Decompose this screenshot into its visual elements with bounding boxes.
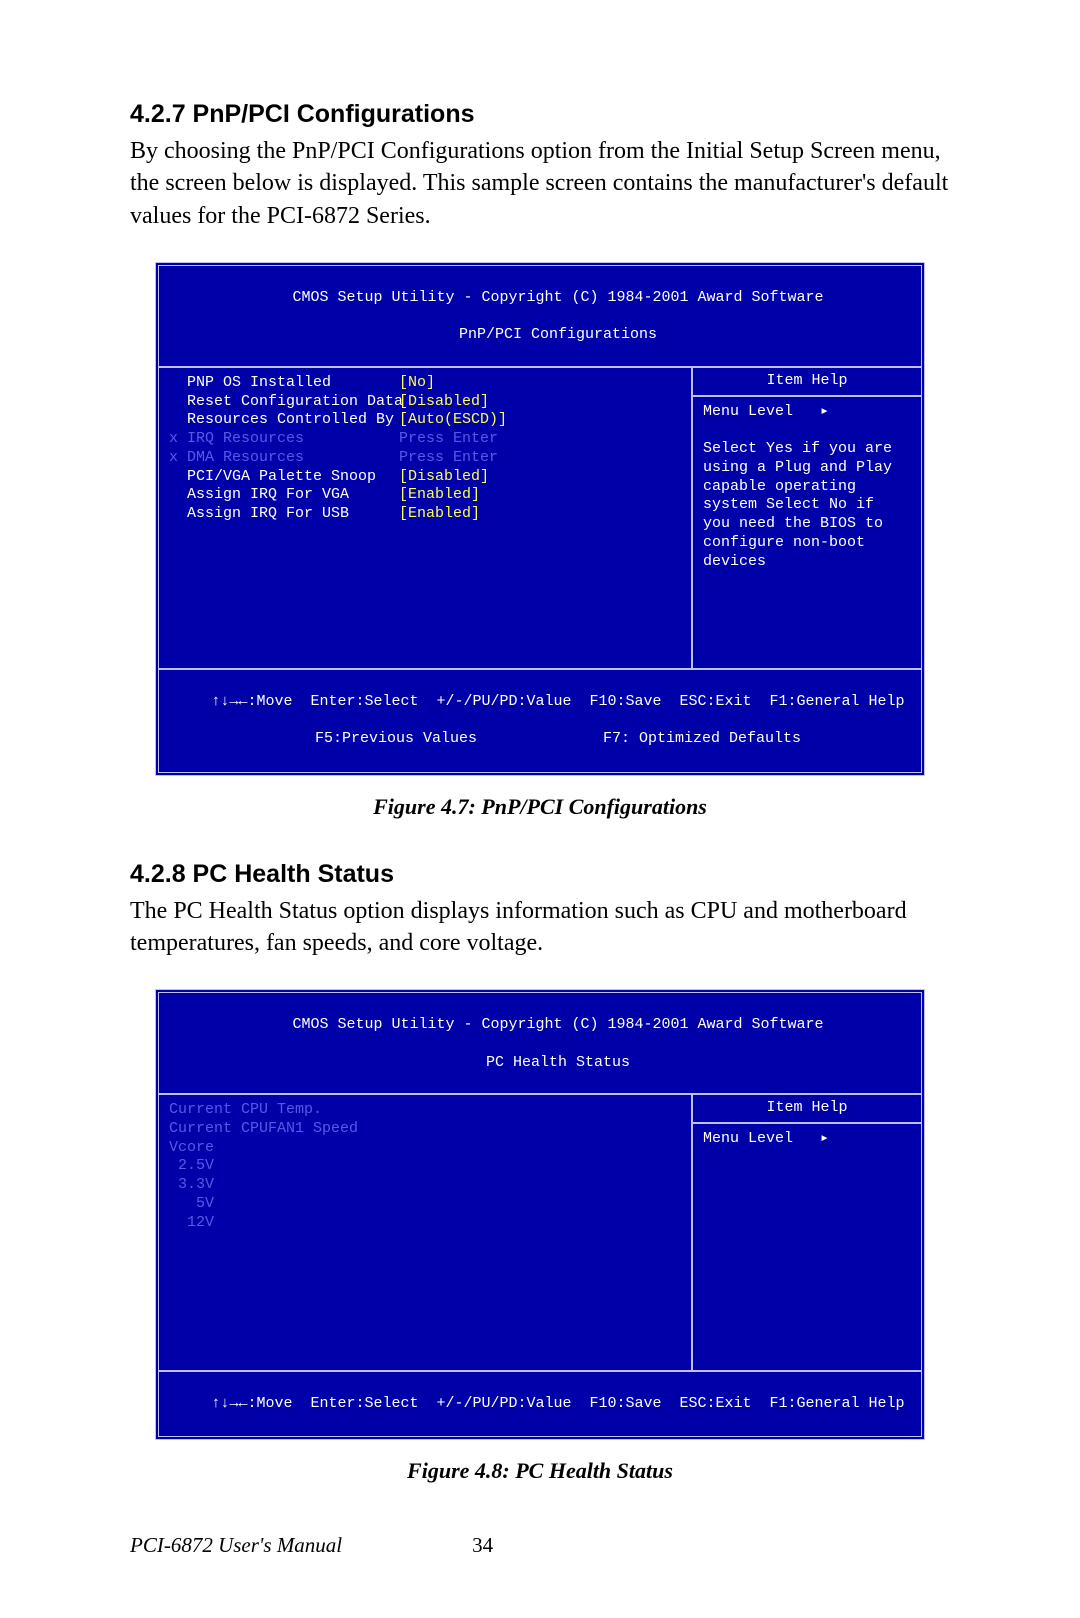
bios-option-value: Press Enter xyxy=(399,449,498,468)
bios-option-value: [Enabled] xyxy=(399,486,480,505)
section-body-1: By choosing the PnP/PCI Configurations o… xyxy=(130,135,950,232)
bios2-help-panel: Item Help Menu Level ▸ xyxy=(691,1095,921,1370)
bios-option-row: 3.3V xyxy=(169,1176,681,1195)
bios-option-row: Resources Controlled By[Auto(ESCD)] xyxy=(169,411,681,430)
bios2-foot1: ↑↓→←:Move Enter:Select +/-/PU/PD:Value F… xyxy=(211,1395,904,1412)
bios-option-label: x DMA Resources xyxy=(169,449,399,468)
bios-option-row: Vcore xyxy=(169,1139,681,1158)
bios-option-row: Reset Configuration Data[Disabled] xyxy=(169,393,681,412)
bios-option-label: 2.5V xyxy=(169,1157,399,1176)
bios-option-value: Press Enter xyxy=(399,430,498,449)
bios1-title-line1: CMOS Setup Utility - Copyright (C) 1984-… xyxy=(292,289,823,306)
bios-option-label: 12V xyxy=(169,1214,399,1233)
bios-option-value: [Auto(ESCD)] xyxy=(399,411,507,430)
bios-option-label: 3.3V xyxy=(169,1176,399,1195)
bios-option-value: [Disabled] xyxy=(399,393,489,412)
bios-figure-2: CMOS Setup Utility - Copyright (C) 1984-… xyxy=(155,989,925,1440)
bios-option-label: x IRQ Resources xyxy=(169,430,399,449)
bios2-title-line1: CMOS Setup Utility - Copyright (C) 1984-… xyxy=(292,1016,823,1033)
bios-option-value: [Disabled] xyxy=(399,468,489,487)
bios-option-value: [Enabled] xyxy=(399,505,480,524)
bios-option-label: Assign IRQ For VGA xyxy=(169,486,399,505)
section-body-2: The PC Health Status option displays inf… xyxy=(130,895,950,960)
bios1-title: CMOS Setup Utility - Copyright (C) 1984-… xyxy=(159,266,921,368)
bios-option-label: Vcore xyxy=(169,1139,399,1158)
section-heading-2: 4.2.8 PC Health Status xyxy=(130,860,950,889)
bios-option-label: Assign IRQ For USB xyxy=(169,505,399,524)
bios-option-label: Current CPU Temp. xyxy=(169,1101,399,1120)
bios1-title-line2: PnP/PCI Configurations xyxy=(459,326,657,343)
bios-option-label: Reset Configuration Data xyxy=(169,393,399,412)
page-number: 34 xyxy=(342,1533,950,1558)
bios-option-row: Assign IRQ For VGA[Enabled] xyxy=(169,486,681,505)
bios2-help-body: Menu Level ▸ xyxy=(693,1124,921,1370)
bios1-foot1: ↑↓→←:Move Enter:Select +/-/PU/PD:Value F… xyxy=(211,693,904,710)
bios-option-value: [No] xyxy=(399,374,435,393)
bios2-main: Current CPU Temp.Current CPUFAN1 SpeedVc… xyxy=(159,1095,921,1372)
section-heading-1: 4.2.7 PnP/PCI Configurations xyxy=(130,100,950,129)
bios-option-label: PCI/VGA Palette Snoop xyxy=(169,468,399,487)
bios-option-row: PNP OS Installed[No] xyxy=(169,374,681,393)
bios-option-label: Resources Controlled By xyxy=(169,411,399,430)
bios2-title-line2: PC Health Status xyxy=(486,1054,630,1071)
figure-caption-2: Figure 4.8: PC Health Status xyxy=(130,1458,950,1484)
bios-option-row: x IRQ ResourcesPress Enter xyxy=(169,430,681,449)
bios-option-row: Assign IRQ For USB[Enabled] xyxy=(169,505,681,524)
bios-option-row: 2.5V xyxy=(169,1157,681,1176)
bios1-options: PNP OS Installed[No] Reset Configuration… xyxy=(159,368,691,668)
figure-caption-1: Figure 4.7: PnP/PCI Configurations xyxy=(130,794,950,820)
bios2-options: Current CPU Temp.Current CPUFAN1 SpeedVc… xyxy=(159,1095,691,1370)
bios-option-label: 5V xyxy=(169,1195,399,1214)
bios1-help-panel: Item Help Menu Level ▸ Select Yes if you… xyxy=(691,368,921,668)
bios1-footer: ↑↓→←:Move Enter:Select +/-/PU/PD:Value F… xyxy=(159,670,921,772)
bios-option-row: 12V xyxy=(169,1214,681,1233)
bios1-help-title: Item Help xyxy=(693,368,921,397)
bios-option-row: 5V xyxy=(169,1195,681,1214)
bios1-foot2: F5:Previous Values F7: Optimized Default… xyxy=(315,730,801,747)
bios-figure-1: CMOS Setup Utility - Copyright (C) 1984-… xyxy=(155,262,925,776)
bios-option-row: PCI/VGA Palette Snoop[Disabled] xyxy=(169,468,681,487)
manual-name: PCI-6872 User's Manual xyxy=(130,1533,342,1558)
bios-option-label: PNP OS Installed xyxy=(169,374,399,393)
bios-option-row: Current CPUFAN1 Speed xyxy=(169,1120,681,1139)
bios2-footer: ↑↓→←:Move Enter:Select +/-/PU/PD:Value F… xyxy=(159,1372,921,1436)
bios2-title: CMOS Setup Utility - Copyright (C) 1984-… xyxy=(159,993,921,1095)
bios-option-label: Current CPUFAN1 Speed xyxy=(169,1120,399,1139)
bios2-help-title: Item Help xyxy=(693,1095,921,1124)
bios1-help-body: Menu Level ▸ Select Yes if you are using… xyxy=(693,397,921,668)
bios-option-row: x DMA ResourcesPress Enter xyxy=(169,449,681,468)
bios-option-row: Current CPU Temp. xyxy=(169,1101,681,1120)
bios1-main: PNP OS Installed[No] Reset Configuration… xyxy=(159,368,921,670)
page-footer: PCI-6872 User's Manual 34 xyxy=(130,1533,950,1558)
